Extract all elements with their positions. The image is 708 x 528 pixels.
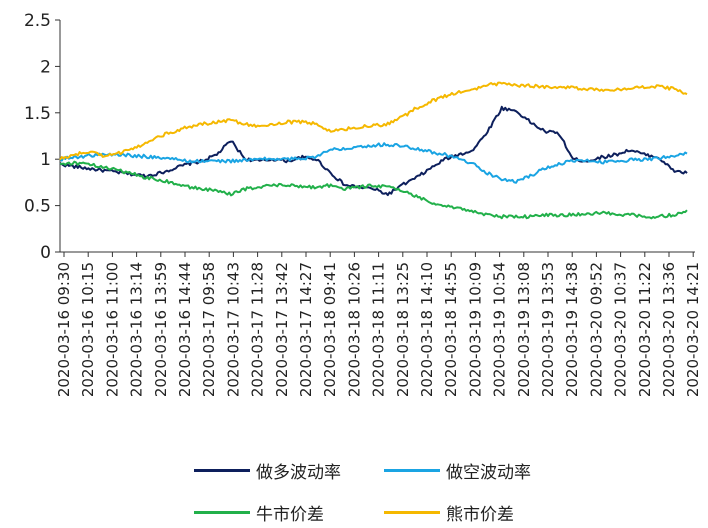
x-tick-label: 2020-03-16 09:30 (55, 262, 73, 397)
legend-swatch-1 (384, 469, 440, 472)
series-line-3 (59, 81, 688, 161)
x-tick-label: 2020-03-19 10:09 (466, 262, 484, 397)
legend-label-1: 做空波动率 (446, 463, 531, 483)
y-tick-label: 0 (40, 243, 51, 263)
x-tick-label: 2020-03-20 11:22 (636, 262, 654, 397)
y-tick-label: 2.5 (24, 11, 51, 31)
x-tick-label: 2020-03-19 10:54 (491, 262, 509, 397)
x-tick-label: 2020-03-16 13:59 (152, 262, 170, 397)
x-tick-label: 2020-03-19 13:53 (539, 262, 557, 397)
x-tick-label: 2020-03-20 14:21 (684, 262, 702, 397)
series-line-0 (59, 105, 688, 197)
x-tick-label: 2020-03-19 13:08 (515, 262, 533, 397)
x-tick-label: 2020-03-20 09:52 (587, 262, 605, 397)
series-line-2 (59, 160, 688, 220)
legend-item-2: 牛市价差 (194, 500, 324, 525)
x-tick-label: 2020-03-17 10:43 (224, 262, 242, 397)
x-tick-label: 2020-03-18 10:26 (345, 262, 363, 397)
x-tick-label: 2020-03-19 14:38 (563, 262, 581, 397)
y-tick-label: 0.5 (24, 197, 51, 217)
x-tick-label: 2020-03-20 10:37 (612, 262, 630, 397)
x-tick-label: 2020-03-16 10:15 (79, 262, 97, 397)
y-axis: 0 0.5 1 1.5 2 2.5 (24, 11, 61, 263)
series-lines (59, 81, 688, 220)
x-tick-label: 2020-03-17 14:27 (297, 262, 315, 397)
x-tick-label: 2020-03-20 13:36 (660, 262, 678, 397)
legend-swatch-0 (194, 469, 250, 472)
x-tick-label: 2020-03-18 14:10 (418, 262, 436, 397)
x-tick-label: 2020-03-17 11:28 (249, 262, 267, 397)
x-tick-label: 2020-03-18 11:11 (370, 262, 388, 397)
x-tick-label: 2020-03-18 14:55 (442, 262, 460, 397)
x-tick-label: 2020-03-17 13:42 (273, 262, 291, 397)
x-tick-label: 2020-03-18 09:41 (321, 262, 339, 397)
legend-label-3: 熊市价差 (446, 505, 514, 525)
x-tick-label: 2020-03-16 14:44 (176, 262, 194, 397)
x-tick-label: 2020-03-16 13:14 (128, 262, 146, 397)
legend-item-1: 做空波动率 (384, 458, 531, 483)
legend-label-0: 做多波动率 (256, 463, 341, 483)
x-tick-label: 2020-03-17 09:58 (200, 262, 218, 397)
y-tick-label: 2 (40, 57, 51, 77)
legend-label-2: 牛市价差 (256, 505, 324, 525)
legend-item-3: 熊市价差 (384, 500, 514, 525)
series-line-1 (59, 142, 688, 184)
x-tick-label: 2020-03-18 13:25 (394, 262, 412, 397)
legend-item-0: 做多波动率 (194, 458, 341, 483)
y-tick-label: 1.5 (24, 104, 51, 124)
y-tick-label: 1 (40, 150, 51, 170)
x-axis: 2020-03-16 09:30 2020-03-16 10:15 2020-03-… (55, 251, 702, 397)
legend-swatch-3 (384, 511, 440, 514)
x-tick-label: 2020-03-16 11:00 (103, 262, 121, 397)
legend-swatch-2 (194, 511, 250, 514)
